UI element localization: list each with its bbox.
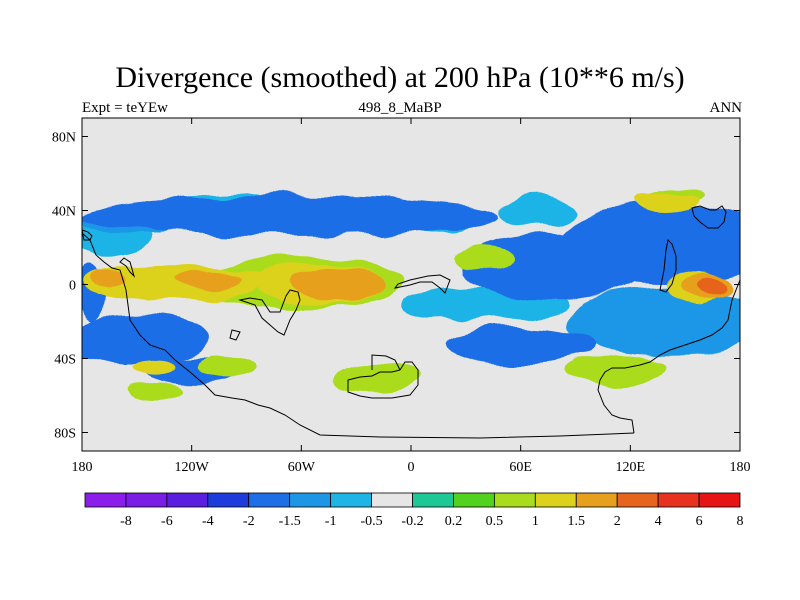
contour-fields bbox=[82, 188, 740, 402]
colorbar: -8 -6 -4 -2 -1.5 -1 -0.5 -0.2 0.2 0.5 1 1.5 2 4 6 8 bbox=[84, 492, 744, 529]
colorbar-swatch bbox=[371, 492, 413, 508]
colorbar-swatch bbox=[248, 492, 291, 508]
colorbar-label: 1 bbox=[532, 514, 539, 529]
contour-field-33 bbox=[456, 245, 512, 268]
contour-field-46 bbox=[177, 269, 243, 289]
colorbar-label: -6 bbox=[161, 514, 173, 529]
colorbar-label: -1.5 bbox=[279, 514, 301, 529]
colorbar-swatch bbox=[534, 492, 577, 508]
case-label: 498_8_MaBP bbox=[358, 100, 442, 116]
colorbar-label: -2 bbox=[243, 514, 255, 529]
axes: 180 120W 60W 0 60E 120E 180 80N 40N 0 40S 80S bbox=[52, 118, 751, 475]
season-label: ANN bbox=[709, 100, 743, 116]
colorbar-label: -4 bbox=[202, 514, 214, 529]
colorbar-label: 8 bbox=[737, 514, 744, 529]
colorbar-swatch bbox=[698, 492, 741, 508]
contour-field-47 bbox=[91, 271, 128, 287]
chart-title: Divergence (smoothed) at 200 hPa (10**6 … bbox=[115, 61, 685, 94]
colorbar-label: -0.2 bbox=[401, 514, 423, 529]
contour-field-21 bbox=[566, 288, 740, 355]
contour-field-17 bbox=[502, 195, 576, 226]
contour-field-45 bbox=[292, 267, 384, 302]
x-tick-label: 0 bbox=[408, 460, 415, 475]
y-tick-label: 0 bbox=[69, 279, 76, 294]
colorbar-label: 0.5 bbox=[486, 514, 504, 529]
colorbar-label: -0.5 bbox=[360, 514, 382, 529]
experiment-label: Expt = teYEw bbox=[82, 100, 168, 116]
y-tick-label: 40N bbox=[52, 205, 76, 220]
colorbar-label: 1.5 bbox=[568, 514, 586, 529]
x-tick-label: 60W bbox=[288, 460, 316, 475]
colorbar-swatch bbox=[84, 492, 127, 508]
contour-field-44 bbox=[136, 360, 174, 376]
x-tick-label: 180 bbox=[730, 460, 751, 475]
y-tick-label: 80S bbox=[54, 427, 76, 442]
contour-field-43 bbox=[633, 192, 700, 211]
colorbar-label: 2 bbox=[614, 514, 621, 529]
contour-field-25 bbox=[82, 315, 210, 365]
colorbar-swatch bbox=[453, 492, 495, 508]
colorbar-swatch bbox=[207, 492, 250, 508]
colorbar-label: 6 bbox=[696, 514, 703, 529]
contour-field-39 bbox=[566, 362, 658, 385]
colorbar-swatch bbox=[616, 492, 659, 508]
x-tick-label: 180 bbox=[72, 460, 93, 475]
colorbar-swatch bbox=[575, 492, 618, 508]
colorbar-label: -8 bbox=[120, 514, 132, 529]
colorbar-label: -1 bbox=[325, 514, 337, 529]
colorbar-swatch bbox=[412, 492, 454, 508]
colorbar-label: 4 bbox=[655, 514, 662, 529]
colorbar-swatch bbox=[166, 492, 209, 508]
x-tick-label: 60E bbox=[509, 460, 532, 475]
contour-field-27 bbox=[447, 327, 594, 365]
contour-field-32 bbox=[195, 356, 262, 379]
contour-field-37 bbox=[127, 382, 183, 402]
y-tick-label: 40S bbox=[54, 353, 76, 368]
x-tick-label: 120E bbox=[616, 460, 646, 475]
colorbar-swatch bbox=[330, 492, 372, 508]
colorbar-swatch bbox=[493, 492, 536, 508]
contour-field-28 bbox=[465, 232, 649, 300]
colorbar-swatch bbox=[289, 492, 332, 508]
y-tick-label: 80N bbox=[52, 131, 76, 146]
colorbar-swatch bbox=[125, 492, 168, 508]
contour-field-23 bbox=[82, 195, 503, 237]
contour-field-49 bbox=[697, 278, 728, 294]
colorbar-swatch bbox=[657, 492, 700, 508]
colorbar-label: 0.2 bbox=[445, 514, 463, 529]
x-tick-label: 120W bbox=[175, 460, 210, 475]
coastlines bbox=[82, 205, 740, 439]
contour-field-38 bbox=[328, 362, 421, 392]
